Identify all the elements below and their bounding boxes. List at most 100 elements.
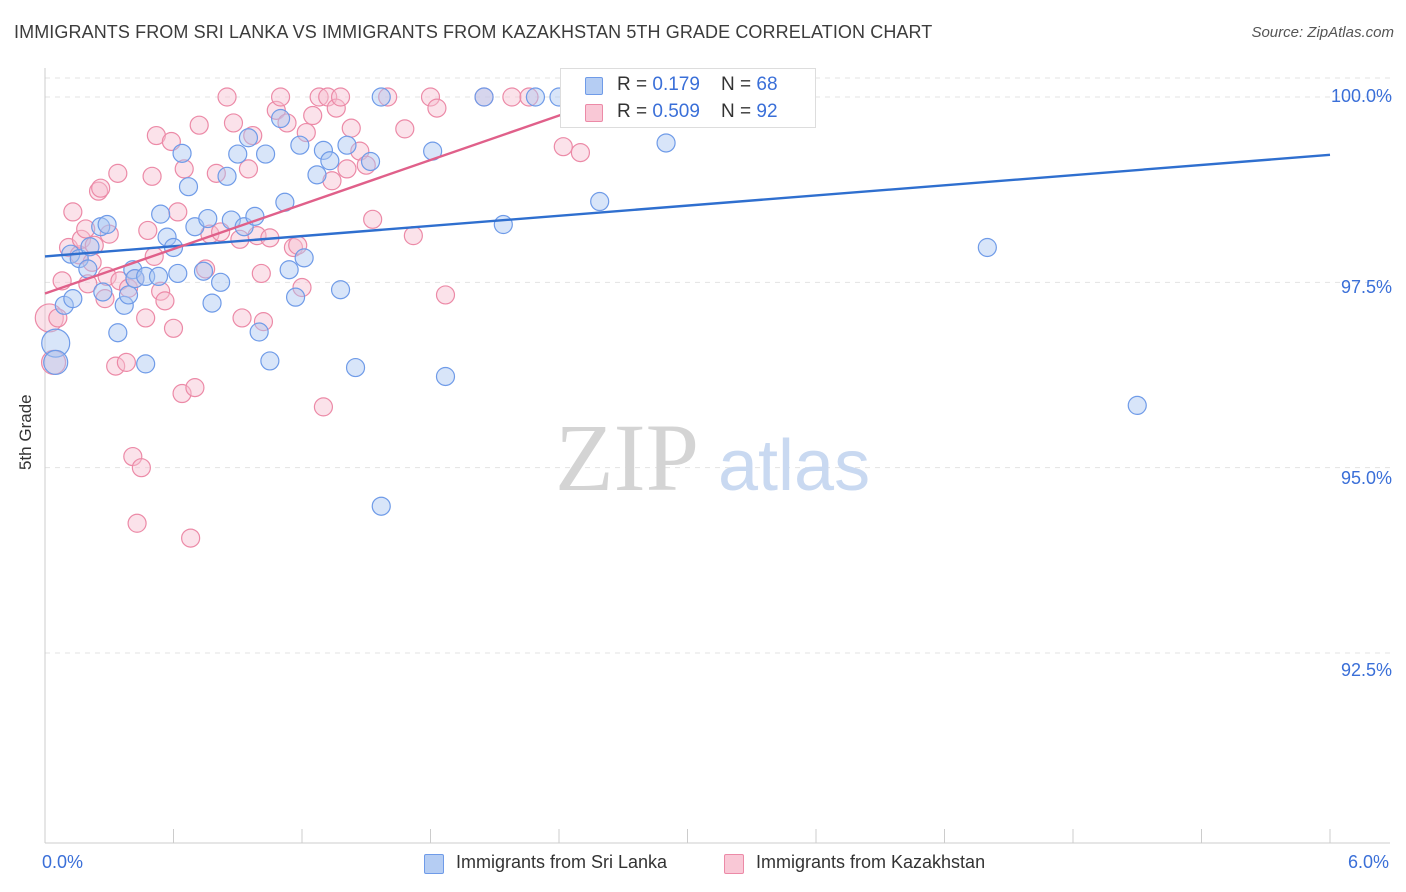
data-point <box>360 151 381 172</box>
y-tick-label: 100.0% <box>1330 86 1392 106</box>
data-point <box>114 295 134 315</box>
data-point <box>211 272 231 292</box>
data-point <box>127 513 147 533</box>
data-point <box>371 87 391 107</box>
data-point <box>519 87 539 107</box>
watermark-zip: ZIP <box>555 404 699 511</box>
data-point <box>63 202 83 222</box>
data-point <box>270 87 291 107</box>
data-point <box>189 115 209 135</box>
legend-swatch-pink <box>724 854 744 874</box>
data-point <box>260 351 280 371</box>
data-point <box>435 285 456 305</box>
data-point <box>138 220 158 241</box>
data-point <box>88 181 109 201</box>
r-label: R = <box>617 74 653 95</box>
data-point <box>255 144 276 164</box>
data-point <box>148 266 169 287</box>
data-point <box>330 280 351 300</box>
data-point <box>163 318 184 338</box>
data-point <box>155 291 175 311</box>
data-point <box>285 287 306 307</box>
data-point <box>290 135 310 155</box>
watermark-atlas: atlas <box>718 426 870 506</box>
y-axis-title: 5th Grade <box>16 394 35 470</box>
data-point <box>570 143 591 163</box>
data-point <box>553 137 573 157</box>
data-point <box>168 202 188 222</box>
data-point <box>41 328 71 358</box>
data-point <box>136 308 156 328</box>
data-point <box>76 219 96 239</box>
data-point <box>296 122 316 143</box>
data-point <box>131 458 151 478</box>
data-point <box>168 263 188 284</box>
data-point <box>253 312 274 332</box>
axes <box>44 68 1390 844</box>
data-point <box>97 214 117 235</box>
data-point <box>151 204 171 224</box>
data-point <box>337 135 357 155</box>
data-point <box>245 206 265 226</box>
series-sri-lanka-points <box>41 87 1147 516</box>
data-point <box>320 151 340 171</box>
data-point <box>249 322 269 342</box>
data-point <box>202 293 222 313</box>
data-point <box>977 237 997 258</box>
data-point <box>198 208 218 229</box>
data-point <box>151 281 171 301</box>
data-point <box>174 159 194 179</box>
data-point <box>656 133 676 153</box>
data-point <box>330 87 351 107</box>
data-point <box>303 105 323 126</box>
data-point <box>48 308 68 328</box>
stats-legend: R = 0.179 N = 68 R = 0.509 N = 92 <box>560 68 816 128</box>
data-point <box>474 87 494 107</box>
data-point <box>427 98 447 118</box>
data-point <box>326 98 346 118</box>
data-point <box>232 308 252 328</box>
x-tick-label-max: 6.0% <box>1348 852 1390 872</box>
data-point <box>228 144 248 164</box>
data-point <box>371 496 391 516</box>
data-point <box>313 397 334 417</box>
data-point <box>206 163 226 183</box>
n-label: N = <box>721 101 757 122</box>
data-point <box>292 277 312 298</box>
data-point <box>181 528 201 548</box>
data-point <box>80 237 100 257</box>
data-point <box>493 214 513 235</box>
r-label: R = <box>617 101 653 122</box>
legend-swatch-blue <box>585 77 603 95</box>
data-point <box>251 263 271 284</box>
chart-title: IMMIGRANTS FROM SRI LANKA VS IMMIGRANTS … <box>14 22 933 42</box>
data-point <box>435 366 456 387</box>
data-point <box>345 357 366 378</box>
x-tick-label-min: 0.0% <box>42 852 84 872</box>
data-point <box>502 87 522 107</box>
data-point <box>590 191 610 212</box>
trend-line-kazakhstan <box>44 99 603 295</box>
data-point <box>313 140 334 160</box>
y-tick-label: 92.5% <box>1340 660 1392 680</box>
data-point <box>161 131 181 152</box>
data-point <box>363 209 383 229</box>
data-point <box>279 260 299 280</box>
legend-swatch-pink <box>585 104 603 122</box>
data-point <box>395 119 415 139</box>
legend-stats: R = 0.179 N = 68 <box>617 74 778 96</box>
data-point <box>91 178 111 198</box>
data-point <box>142 166 162 186</box>
n-value: 68 <box>756 74 778 95</box>
chart-source: Source: ZipAtlas.com <box>1251 24 1394 41</box>
data-point <box>217 166 237 186</box>
data-point <box>172 143 192 163</box>
n-value: 92 <box>756 101 778 122</box>
data-point <box>108 323 128 343</box>
data-point <box>93 282 113 302</box>
r-value: 0.509 <box>652 101 700 122</box>
data-point <box>108 163 128 183</box>
data-point <box>337 159 357 179</box>
data-point <box>106 356 126 376</box>
y-tick-label: 95.0% <box>1340 468 1392 488</box>
